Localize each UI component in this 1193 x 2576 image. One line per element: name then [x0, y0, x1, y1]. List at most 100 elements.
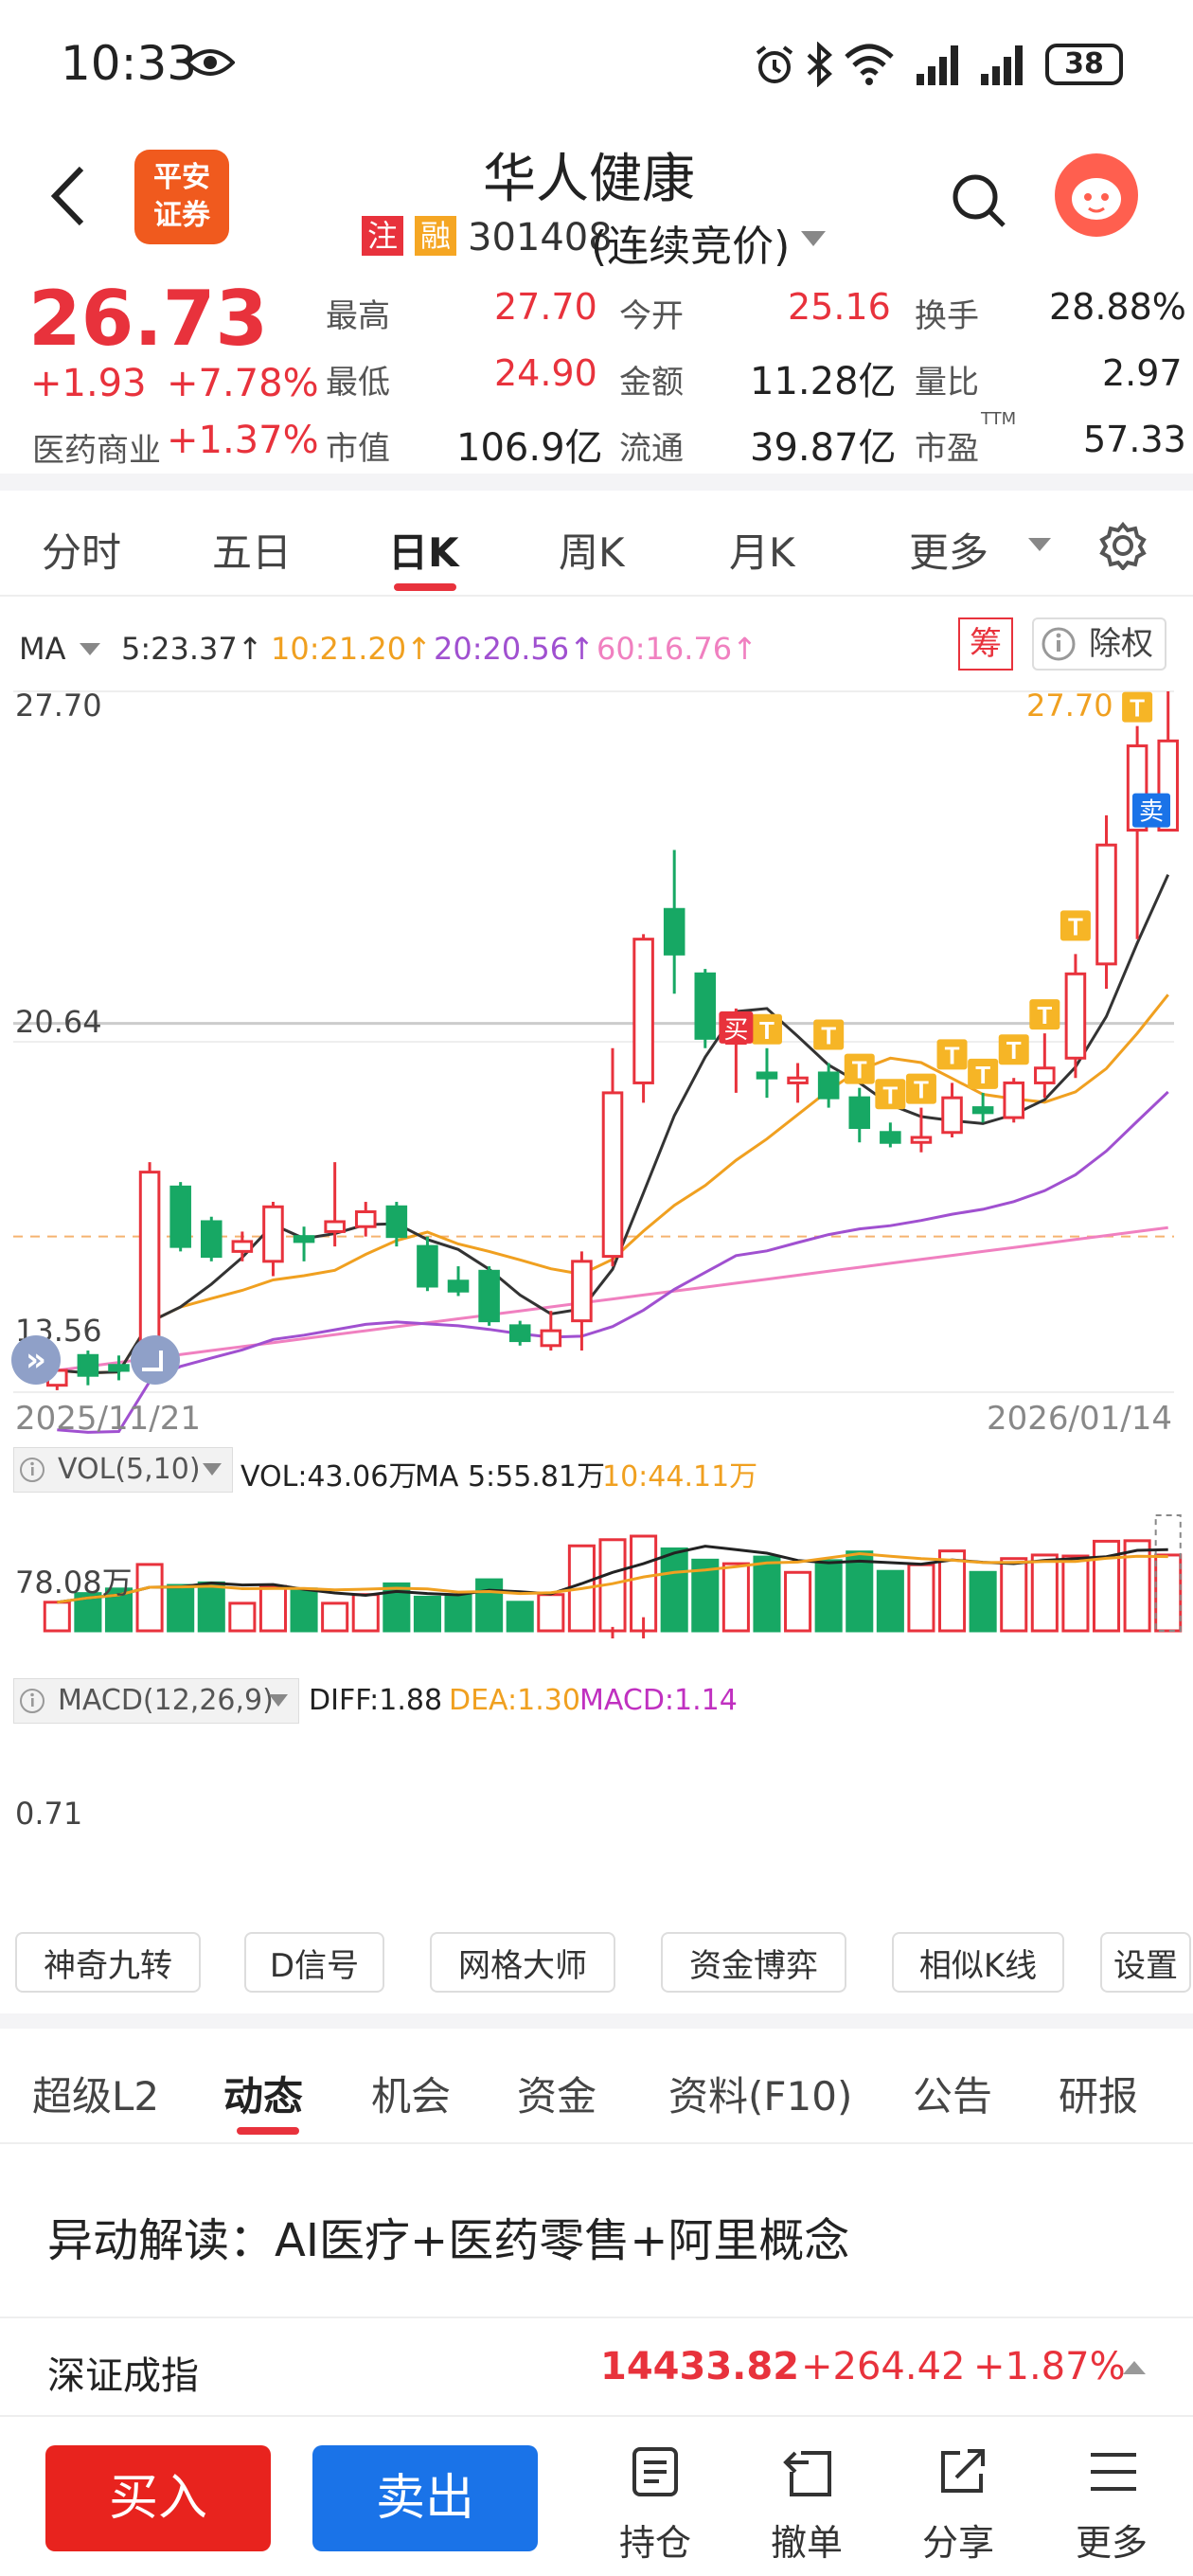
cancel-order-label[interactable]: 撤单 [771, 2522, 844, 2564]
share-label[interactable]: 分享 [922, 2522, 995, 2564]
sell-button[interactable]: 卖出 [312, 2445, 538, 2551]
volume-bar [660, 1547, 688, 1633]
sell-marker [1132, 793, 1170, 828]
more-label[interactable]: 更多 [1076, 2522, 1148, 2564]
candle-body [324, 1220, 346, 1233]
tool-grid[interactable]: 网格大师 [430, 1932, 615, 1993]
t-marker [751, 1013, 782, 1045]
quote-panel: 26.73 +1.93 +7.78% 医药商业 +1.37% 最高 27.70 … [0, 275, 1193, 474]
mcap-value: 106.9亿 [456, 426, 603, 470]
pe-value: 57.33 [1083, 419, 1186, 460]
info-icon[interactable] [1042, 627, 1076, 665]
gear-icon[interactable] [1098, 521, 1148, 574]
volume-bar [691, 1558, 720, 1633]
chevron-down-icon[interactable] [203, 1462, 222, 1480]
candle-body [508, 1324, 531, 1343]
t-marker [875, 1079, 906, 1110]
holdings-icon[interactable] [629, 2445, 682, 2502]
holdings-label[interactable]: 持仓 [619, 2522, 692, 2564]
expand-left-icon[interactable]: » [11, 1335, 61, 1385]
macd-selector[interactable]: MACD(12,26,9) [13, 1678, 299, 1724]
vol-selector[interactable]: VOL(5,10) [13, 1447, 233, 1493]
tab-jihui[interactable]: 机会 [371, 2073, 452, 2120]
more-icon[interactable] [1087, 2445, 1140, 2502]
volume-bar [351, 1593, 380, 1633]
pe-label: 市盈 [915, 430, 979, 468]
tool-dsignal[interactable]: D信号 [244, 1932, 384, 1993]
candle-body [787, 1076, 809, 1084]
buy-button[interactable]: 买入 [45, 2445, 271, 2551]
tool-settings[interactable]: 设置 [1100, 1932, 1191, 1993]
tab-dongtai[interactable]: 动态 [223, 2073, 304, 2120]
news-headline[interactable]: 异动解读：AI医疗+医药零售+阿里概念 [47, 2214, 850, 2267]
chevron-down-icon[interactable] [80, 642, 100, 660]
price-change-pct: +7.78% [167, 362, 319, 405]
kline-chart-area[interactable]: MA 5:23.37↑ 10:21.20↑ 20:20.56↑ 60:16.76… [0, 606, 1193, 1932]
index-pct: +1.87% [973, 2345, 1126, 2388]
date-start: 2025/11/21 [15, 1400, 201, 1438]
tool-similar[interactable]: 相似K线 [892, 1932, 1064, 1993]
index-ticker[interactable]: 深证成指 14433.82 +264.42 +1.87% [0, 2317, 1193, 2415]
tab-fenshi[interactable]: 分时 [42, 529, 122, 576]
candle-body [200, 1220, 223, 1259]
info-icon[interactable] [19, 1457, 45, 1487]
active-tab-indicator [237, 2127, 299, 2135]
expand-right-icon[interactable] [131, 1335, 180, 1385]
exright-button[interactable]: 除权 [1032, 617, 1166, 671]
candle-body [293, 1235, 315, 1243]
assistant-avatar[interactable] [1055, 153, 1138, 237]
high-marker: 27.70 [1026, 688, 1113, 724]
volume-bar [1000, 1557, 1028, 1633]
volume-bar [43, 1601, 71, 1633]
stock-header: 平安证券 华人健康 注 融 301408 (连续竞价) [0, 133, 1193, 275]
tab-l2[interactable]: 超级L2 [32, 2073, 160, 2120]
ma-selector[interactable]: MA [19, 631, 66, 667]
chevron-down-icon[interactable] [269, 1693, 288, 1711]
tab-zijin[interactable]: 资金 [517, 2073, 597, 2120]
tool-shenqi[interactable]: 神奇九转 [15, 1932, 201, 1993]
t-marker-label: T [945, 1041, 960, 1069]
sector-pct[interactable]: +1.37% [167, 419, 319, 462]
market-status[interactable]: (连续竞价) [591, 223, 791, 271]
volume-bar [1154, 1553, 1183, 1633]
tab-yanbao[interactable]: 研报 [1059, 2073, 1139, 2120]
tab-more[interactable]: 更多 [909, 529, 989, 576]
tool-capital[interactable]: 资金博弈 [661, 1932, 846, 1993]
cancel-order-icon[interactable] [782, 2445, 835, 2502]
chevron-down-icon[interactable] [801, 231, 826, 252]
battery-icon: 38 [1045, 44, 1123, 85]
tab-gonggao[interactable]: 公告 [913, 2073, 993, 2120]
tab-f10[interactable]: 资料(F10) [668, 2073, 853, 2120]
tab-zhouk[interactable]: 周K [559, 529, 625, 576]
mcap-label: 市值 [326, 430, 390, 468]
vol-y-label: 78.08万 [15, 1565, 133, 1601]
tab-wuri[interactable]: 五日 [212, 529, 293, 576]
bottom-action-bar: 买入 卖出 持仓 撤单 分享 更多 [0, 2415, 1193, 2576]
volume-bar [1030, 1553, 1059, 1633]
candle-body [169, 1185, 191, 1248]
candle-body [756, 1071, 778, 1080]
info-icon[interactable] [19, 1688, 45, 1718]
tab-rik[interactable]: 日K [388, 529, 459, 576]
volume-bar [258, 1584, 287, 1633]
broker-logo[interactable]: 平安证券 [134, 150, 229, 244]
sell-marker-label: 卖 [1139, 798, 1164, 827]
tab-yuek[interactable]: 月K [729, 529, 795, 576]
candle-body [601, 1091, 624, 1259]
t-marker-label: T [1006, 1036, 1022, 1064]
volume-bar [969, 1570, 997, 1633]
chevron-up-icon[interactable] [1123, 2360, 1146, 2379]
section-divider [0, 2013, 1193, 2029]
share-icon[interactable] [935, 2445, 988, 2502]
sector-name[interactable]: 医药商业 [32, 432, 161, 470]
high-label: 最高 [326, 297, 390, 335]
back-icon[interactable] [49, 163, 87, 233]
chip-button[interactable]: 筹 [958, 617, 1013, 671]
search-icon[interactable] [951, 172, 1007, 233]
price-change: +1.93 [30, 362, 147, 405]
candle-body [77, 1353, 99, 1377]
chevron-down-icon[interactable] [1028, 538, 1051, 557]
candle-body [817, 1071, 840, 1100]
float-label: 流通 [619, 430, 684, 468]
